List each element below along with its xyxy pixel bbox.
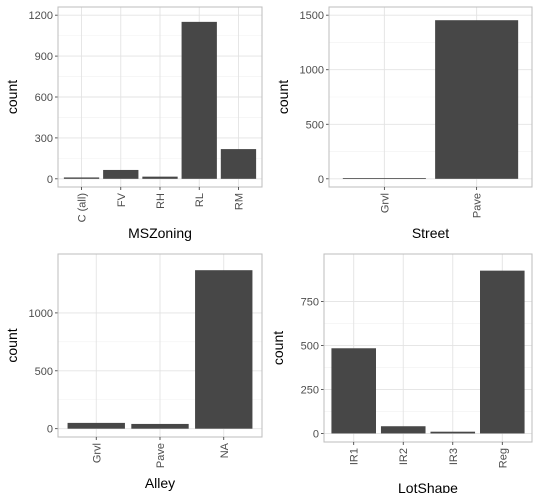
y-tick-label: 0 — [47, 424, 53, 436]
bar-rl — [181, 21, 217, 179]
bar-grvl — [67, 422, 125, 429]
y-tick-label: 500 — [306, 119, 324, 131]
y-tick-label: 500 — [35, 366, 53, 378]
x-tick-label: IR1 — [349, 448, 361, 465]
x-tick-label: RL — [194, 193, 206, 207]
y-tick-label: 750 — [301, 296, 319, 308]
chart-1-mszoning: 0 300 600 900 1200 C (all) FV RH RL RM MSZoning cou… — [4, 6, 263, 241]
bar-pave — [131, 423, 189, 429]
x-tick-label: IR3 — [448, 448, 460, 465]
x-tick-label: Grvl — [379, 193, 391, 213]
bar-pave — [435, 20, 519, 179]
y-tick-label: 600 — [35, 92, 53, 104]
bar-fv — [103, 169, 139, 179]
x-tick-label: RH — [155, 193, 167, 209]
x-tick-label: Pave — [155, 443, 167, 468]
y-tick-label: 1000 — [300, 65, 324, 77]
panel-border — [323, 253, 533, 443]
bar-call — [63, 177, 100, 179]
y-tick-label: 1500 — [300, 10, 324, 22]
x-tick-label: NA — [219, 442, 231, 458]
bar-rm — [220, 149, 257, 179]
x-tick-label: C (all) — [77, 193, 89, 222]
y-tick-label: 1200 — [29, 10, 53, 22]
y-tick-label: 900 — [35, 51, 53, 63]
y-tick-label: 0 — [47, 174, 53, 186]
x-axis-title: Alley — [145, 475, 175, 491]
y-axis-title: count — [4, 80, 20, 114]
chart-4-lotshape: 0 250 500 750 IR1 IR2 IR3 Reg LotShape count — [270, 253, 533, 493]
y-tick-label: 500 — [301, 340, 319, 352]
y-tick-label: 0 — [313, 428, 319, 440]
chart-2-street: 0 500 1000 1500 Grvl Pave Street count — [275, 6, 533, 241]
x-axis-title: LotShape — [398, 480, 458, 493]
bar-reg — [480, 270, 525, 434]
x-tick-label: Reg — [497, 448, 509, 468]
bar-ir3 — [430, 431, 476, 434]
y-tick-label: 250 — [301, 384, 319, 396]
bar-na — [195, 270, 253, 429]
bar-rh — [142, 176, 178, 179]
bar-ir1 — [331, 348, 376, 434]
y-axis-title: count — [270, 331, 286, 365]
x-tick-label: IR2 — [398, 448, 410, 465]
x-axis-title: Street — [412, 225, 449, 241]
chart-3-alley: 0 500 1000 Grvl Pave NA Alley count — [4, 253, 263, 491]
y-axis-title: count — [275, 80, 291, 114]
x-tick-label: Grvl — [91, 443, 103, 463]
x-tick-label: Pave — [472, 193, 484, 218]
panel-border — [328, 6, 533, 188]
y-tick-label: 300 — [35, 133, 53, 145]
x-tick-label: FV — [116, 192, 128, 207]
bar-ir2 — [380, 426, 426, 434]
bar-grvl — [342, 178, 426, 179]
y-tick-label: 1000 — [29, 308, 53, 320]
y-tick-label: 0 — [318, 174, 324, 186]
y-axis-title: count — [4, 328, 20, 362]
x-axis-title: MSZoning — [128, 225, 192, 241]
x-tick-label: RM — [233, 193, 245, 210]
